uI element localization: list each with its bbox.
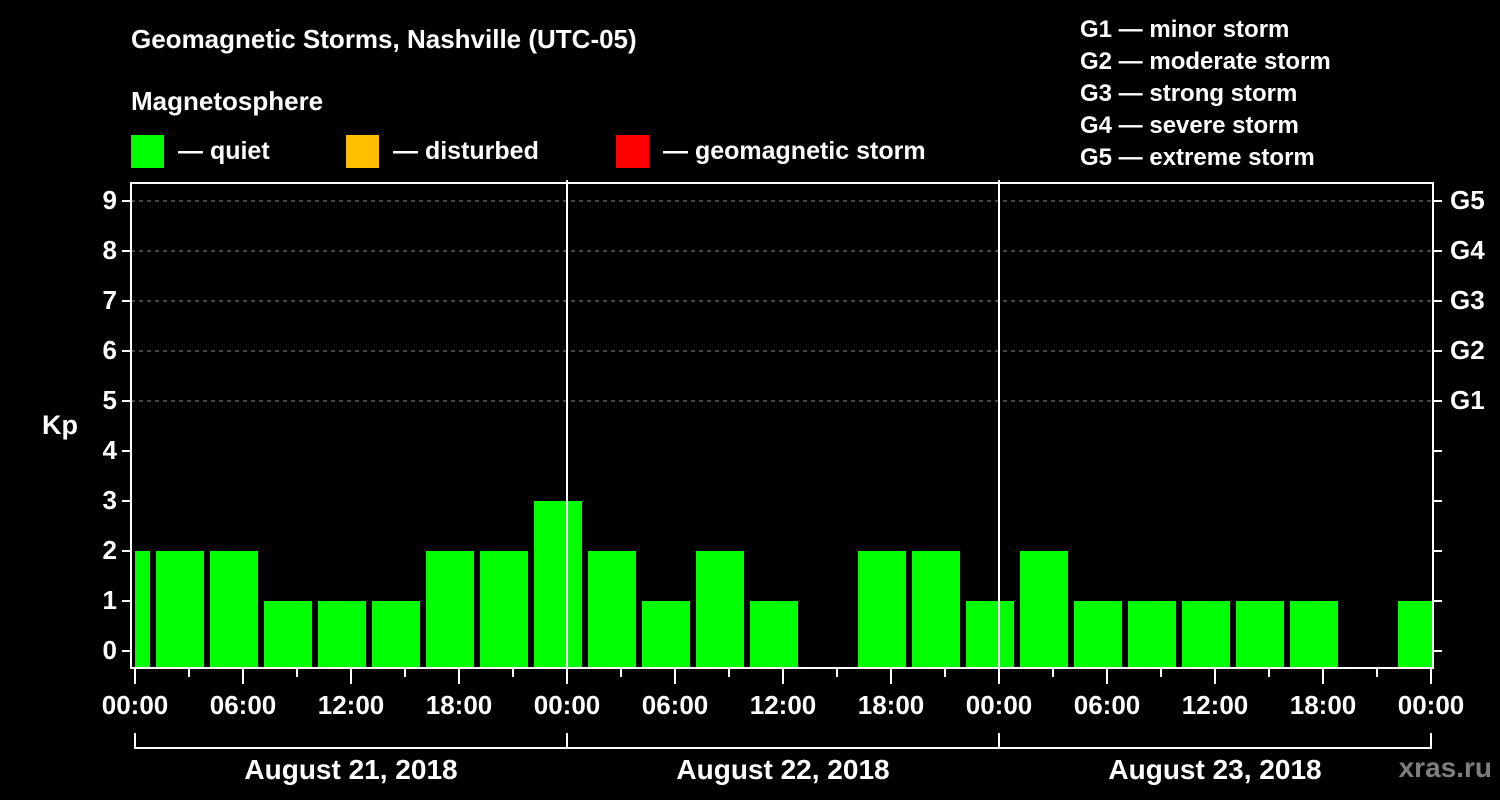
x-tick-label: 06:00 xyxy=(209,690,277,720)
x-tick-label: 06:00 xyxy=(641,690,709,720)
kp-bar xyxy=(1182,601,1230,668)
kp-bar xyxy=(480,551,528,668)
kp-bar xyxy=(534,501,582,668)
kp-bar xyxy=(372,601,420,668)
g-tick-label: G5 xyxy=(1450,185,1485,215)
legend-disturbed: — disturbed xyxy=(346,134,539,168)
g-scale-item: G5 — extreme storm xyxy=(1080,144,1315,171)
kp-bar xyxy=(135,551,150,668)
kp-bar xyxy=(1236,601,1284,668)
quiet-swatch-icon xyxy=(131,134,164,168)
x-tick-label: 12:00 xyxy=(749,690,817,720)
plot-frame xyxy=(130,182,1434,669)
kp-bar xyxy=(1020,551,1068,668)
legend-quiet: — quiet xyxy=(131,134,270,168)
x-tick-label: 00:00 xyxy=(101,690,169,720)
kp-bar xyxy=(750,601,798,668)
kp-bar xyxy=(318,601,366,668)
y-tick-label: 3 xyxy=(102,485,117,515)
date-label: August 21, 2018 xyxy=(244,754,458,785)
legend-label: — quiet xyxy=(178,136,270,165)
y-tick-label: 6 xyxy=(102,335,117,365)
g-tick-label: G2 xyxy=(1450,335,1485,365)
y-tick-label: 9 xyxy=(102,185,117,215)
watermark: xras.ru xyxy=(1398,752,1492,783)
g-scale-item: G1 — minor storm xyxy=(1080,16,1290,43)
legend-storm: — geomagnetic storm xyxy=(616,134,926,168)
kp-bar xyxy=(1074,601,1122,668)
x-tick-label: 18:00 xyxy=(425,690,493,720)
g-scale-legend: G1 — minor storm G2 — moderate storm G3 … xyxy=(1080,14,1331,174)
g-scale-item: G2 — moderate storm xyxy=(1080,48,1331,75)
x-tick-label: 18:00 xyxy=(857,690,925,720)
chart-title: Geomagnetic Storms, Nashville (UTC-05) xyxy=(131,24,637,54)
x-tick-label: 12:00 xyxy=(317,690,385,720)
kp-bar xyxy=(426,551,474,668)
kp-bar xyxy=(1290,601,1338,668)
x-tick-label: 12:00 xyxy=(1181,690,1249,720)
kp-bar xyxy=(1128,601,1176,668)
date-bracket xyxy=(134,733,1432,749)
legend-label: — disturbed xyxy=(393,136,539,165)
y-tick-label: 5 xyxy=(102,385,117,415)
y-tick-label: 1 xyxy=(102,585,117,615)
date-label: August 23, 2018 xyxy=(1108,754,1322,785)
y-tick-label: 8 xyxy=(102,235,117,265)
x-tick-label: 00:00 xyxy=(1397,690,1465,720)
g-tick-label: G3 xyxy=(1450,285,1485,315)
kp-bar xyxy=(588,551,636,668)
g-scale-item: G4 — severe storm xyxy=(1080,112,1299,139)
y-axis-label: Kp xyxy=(42,410,78,440)
x-tick-label: 18:00 xyxy=(1289,690,1357,720)
legend-label: — geomagnetic storm xyxy=(663,136,926,165)
kp-bar xyxy=(264,601,312,668)
y-tick-label: 4 xyxy=(102,435,117,465)
kp-bar xyxy=(966,601,1014,668)
kp-bar xyxy=(156,551,204,668)
g-tick-label: G4 xyxy=(1450,235,1485,265)
x-tick-label: 00:00 xyxy=(533,690,601,720)
kp-bar xyxy=(210,551,258,668)
kp-bar xyxy=(912,551,960,668)
kp-bar xyxy=(696,551,744,668)
g-tick-label: G1 xyxy=(1450,385,1485,415)
g-scale-item: G3 — strong storm xyxy=(1080,80,1298,107)
y-tick-label: 0 xyxy=(102,635,117,665)
bars xyxy=(135,501,1432,668)
storm-swatch-icon xyxy=(616,134,649,168)
disturbed-swatch-icon xyxy=(346,134,379,168)
y-tick-label: 7 xyxy=(102,285,117,315)
x-tick-label: 00:00 xyxy=(965,690,1033,720)
y-tick-label: 2 xyxy=(102,535,117,565)
kp-bar xyxy=(1398,601,1432,668)
kp-bar xyxy=(642,601,690,668)
x-tick-label: 06:00 xyxy=(1073,690,1141,720)
kp-bar xyxy=(858,551,906,668)
chart-subtitle: Magnetosphere xyxy=(131,86,324,116)
date-label: August 22, 2018 xyxy=(676,754,890,785)
